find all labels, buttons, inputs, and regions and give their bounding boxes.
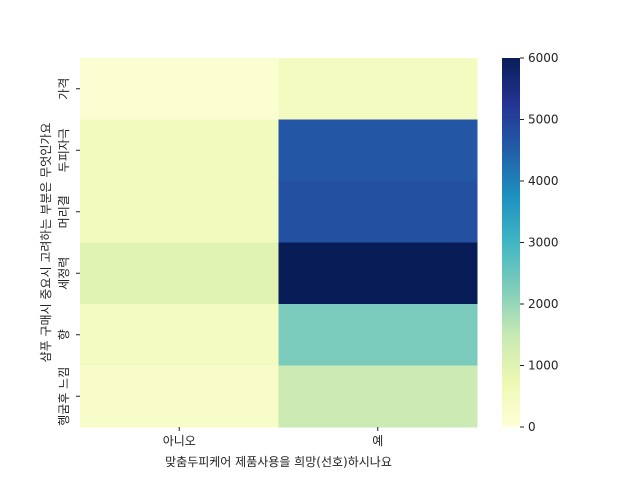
colorbar-tick-label: 1000 <box>528 359 559 373</box>
colorbar-tick-label: 3000 <box>528 236 559 250</box>
heatmap-cell <box>278 304 478 366</box>
colorbar-tick-label: 5000 <box>528 113 559 127</box>
heatmap-cell <box>278 119 478 182</box>
y-tick-label: 향 <box>57 329 71 340</box>
y-tick-label: 세정력 <box>57 257 71 290</box>
heatmap-cell <box>80 365 279 428</box>
heatmap-cell <box>80 304 279 366</box>
x-tick-label: 아니오 <box>163 434 196 448</box>
y-tick-label: 헹굼후 느낌 <box>57 367 71 426</box>
heatmap-cell <box>278 181 478 243</box>
heatmap-cell <box>80 119 279 182</box>
x-axis-ticks: 아니오 예 <box>163 427 383 448</box>
colorbar-ticks: 0 1000 2000 3000 4000 5000 6000 <box>520 51 559 434</box>
x-tick-label: 예 <box>372 434 383 448</box>
heatmap-cell <box>278 58 478 120</box>
colorbar-tick-label: 4000 <box>528 174 559 188</box>
y-axis-label: 샴푸 구매시 중요시 고려하는 부분은 무엇인가요 <box>39 123 53 363</box>
heatmap-cell <box>278 242 478 305</box>
colorbar-tick-label: 6000 <box>528 51 559 65</box>
heatmap-cell <box>80 58 279 120</box>
colorbar-tick-label: 0 <box>528 420 536 434</box>
x-axis-label: 맞춤두피케어 제품사용을 희망(선호)하시나요 <box>165 455 392 469</box>
heatmap-cells <box>80 58 478 428</box>
heatmap-cell <box>278 365 478 428</box>
colorbar-tick-label: 2000 <box>528 297 559 311</box>
y-tick-label: 가격 <box>57 78 71 100</box>
heatmap-cell <box>80 181 279 243</box>
y-tick-label: 두피자극 <box>57 128 71 172</box>
heatmap-cell <box>80 242 279 305</box>
colorbar <box>502 58 520 427</box>
y-tick-label: 머리결 <box>57 195 71 228</box>
